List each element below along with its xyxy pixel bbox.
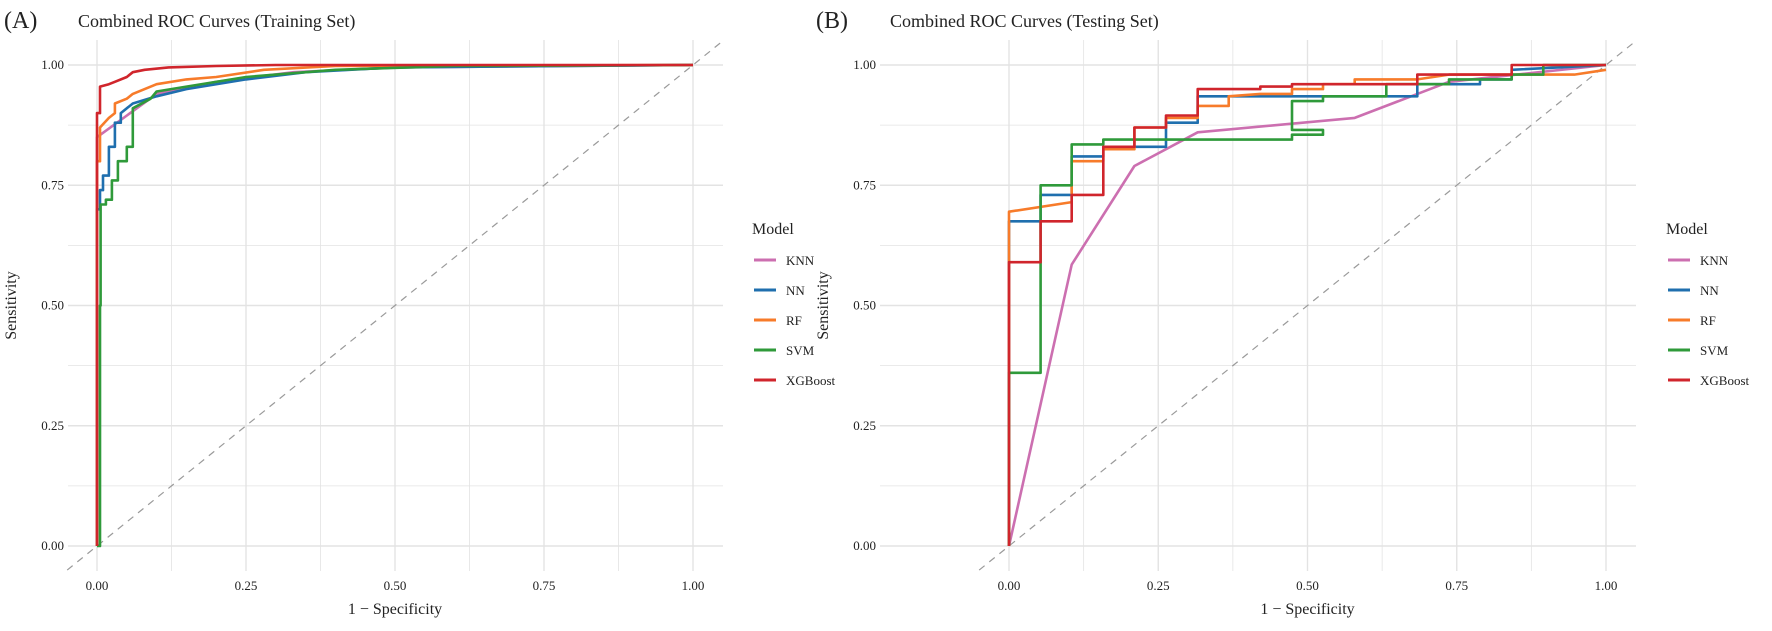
roc-curve-svm — [1007, 63, 1606, 546]
y-axis-label: Sensitivity — [815, 271, 832, 339]
y-tick-label: 0.00 — [41, 538, 64, 553]
x-tick-label: 0.50 — [1296, 578, 1319, 593]
roc-curve-rf — [95, 63, 694, 546]
legend-title: Model — [752, 221, 794, 238]
roc-panel-testing: 0.00 0.25 0.50 0.75 1.00 0.00 0.25 0.50 0.75 1.00… — [815, 8, 1750, 618]
y-axis-label: Sensitivity — [3, 271, 20, 339]
panel-label: (A) — [4, 8, 37, 34]
legend-label: SVM — [786, 343, 815, 358]
panel-label: (B) — [816, 8, 848, 34]
legend-label: KNN — [786, 253, 815, 268]
x-axis-label: 1 − Specificity — [348, 601, 442, 618]
legend: Model KNN NN RF SVM XGBoost — [752, 221, 836, 388]
x-tick-label: 0.75 — [533, 578, 556, 593]
y-tick-label: 0.50 — [853, 298, 876, 313]
legend-label: SVM — [1700, 343, 1729, 358]
roc-curve-xgboost — [95, 63, 693, 546]
y-tick-label: 0.50 — [41, 298, 64, 313]
roc-panel-training: 0.00 0.25 0.50 0.75 1.00 0.00 0.25 0.50 0.75 1.00… — [3, 8, 836, 618]
x-tick-label: 0.00 — [86, 578, 109, 593]
legend-label: NN — [1700, 283, 1719, 298]
y-tick-label: 0.25 — [41, 418, 64, 433]
y-tick-label: 0.25 — [853, 418, 876, 433]
legend: Model KNN NN RF SVM XGBoost — [1666, 221, 1750, 388]
x-tick-label: 0.25 — [1147, 578, 1170, 593]
x-tick-label: 0.50 — [384, 578, 407, 593]
roc-curve-svm — [97, 63, 694, 548]
legend-label: RF — [1700, 313, 1716, 328]
legend-label: XGBoost — [786, 373, 836, 388]
x-tick-label: 1.00 — [682, 578, 705, 593]
y-tick-label: 1.00 — [41, 57, 64, 72]
legend-title: Model — [1666, 221, 1708, 238]
y-tick-label: 1.00 — [853, 57, 876, 72]
legend-label: XGBoost — [1700, 373, 1750, 388]
x-tick-label: 1.00 — [1595, 578, 1618, 593]
chart-title: Combined ROC Curves (Testing Set) — [890, 11, 1159, 32]
y-tick-label: 0.75 — [853, 177, 876, 192]
chart-title: Combined ROC Curves (Training Set) — [78, 11, 355, 32]
roc-curve-xgboost — [1007, 63, 1606, 546]
reference-diagonal-line — [66, 40, 724, 571]
reference-diagonal-line — [978, 40, 1637, 571]
x-axis-label: 1 − Specificity — [1260, 601, 1354, 618]
legend-label: KNN — [1700, 253, 1729, 268]
y-tick-label: 0.00 — [853, 538, 876, 553]
x-tick-label: 0.00 — [998, 578, 1021, 593]
x-tick-label: 0.75 — [1445, 578, 1468, 593]
roc-curve-nn — [95, 63, 694, 546]
y-tick-label: 0.75 — [41, 177, 64, 192]
legend-label: RF — [786, 313, 802, 328]
legend-label: NN — [786, 283, 805, 298]
x-tick-label: 0.25 — [235, 578, 258, 593]
